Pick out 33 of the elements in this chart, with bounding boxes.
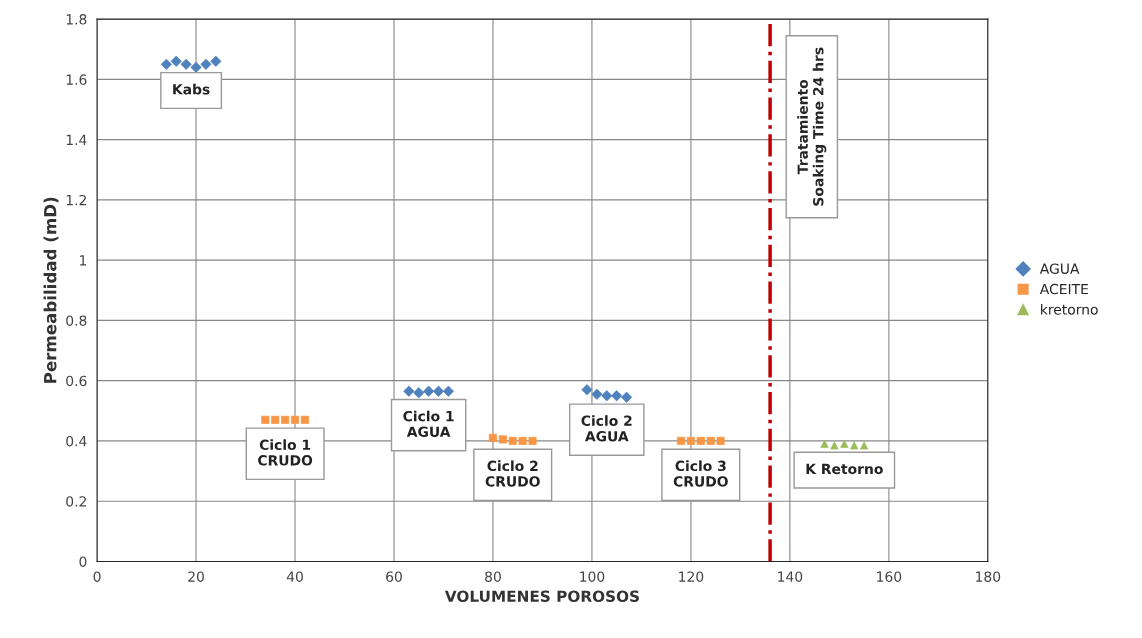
- y-tick-label: 1.8: [66, 14, 87, 25]
- y-tick-label: 0.6: [66, 375, 87, 387]
- ref-line-label: Tratamiento Soaking Time 24 hrs: [797, 47, 827, 206]
- x-tick-label: 0: [93, 571, 101, 582]
- legend-label: kretorno: [1041, 303, 1098, 315]
- y-tick-label: 0: [79, 556, 87, 567]
- legend-label: ACEITE: [1039, 283, 1088, 295]
- x-tick-label: 160: [877, 571, 902, 582]
- x-tick-label: 100: [580, 571, 605, 582]
- annotation: Ciclo 2 AGUA: [581, 415, 632, 442]
- x-tick-label: 180: [976, 571, 1001, 582]
- x-axis-title: VOLUMENES POROSOS: [444, 590, 639, 602]
- y-tick-label: 1.6: [66, 74, 87, 85]
- y-tick-label: 1.4: [66, 134, 87, 145]
- y-tick-label: 1.2: [66, 194, 86, 206]
- x-tick-label: 120: [679, 571, 704, 582]
- y-tick-label: 1: [80, 255, 87, 266]
- x-tick-label: 80: [485, 571, 501, 582]
- x-tick-label: 60: [386, 571, 402, 582]
- y-tick-label: 0.4: [66, 435, 87, 447]
- x-tick-label: 40: [286, 571, 303, 582]
- legend-label: AGUA: [1039, 263, 1080, 274]
- annotation: Ciclo 3 CRUDO: [673, 460, 728, 487]
- annotation: Ciclo 1 AGUA: [403, 410, 454, 437]
- y-axis-title: Permeabilidad (mD): [43, 197, 59, 383]
- x-tick-label: 20: [188, 571, 204, 582]
- annotation: Ciclo 2 CRUDO: [485, 460, 540, 487]
- annotation: Ciclo 1 CRUDO: [258, 439, 313, 466]
- annotation: K Retorno: [806, 463, 883, 475]
- annotation: Kabs: [173, 83, 210, 95]
- y-tick-label: 0.2: [66, 496, 86, 507]
- x-tick-label: 140: [778, 571, 803, 582]
- y-tick-label: 0.8: [66, 315, 87, 326]
